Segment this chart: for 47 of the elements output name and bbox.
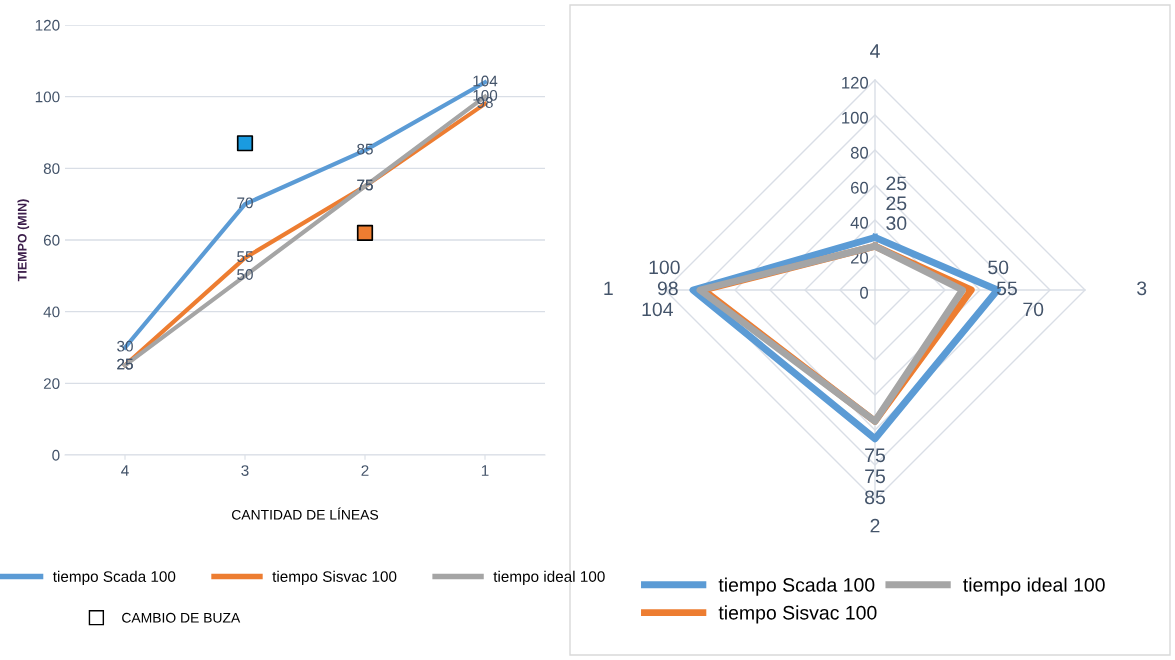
y-tick-label: 100 [842,111,869,124]
data-label: 104 [473,75,498,87]
data-label: 75 [357,179,373,191]
y-axis-title: TIEMPO (MIN) [17,199,30,282]
legend-label: tiempo Scada 100 [52,570,176,585]
data-label: 85 [865,490,885,505]
x-tick-label: 1 [481,465,489,476]
y-tick-label: 0 [52,449,60,461]
y-tick-label: 40 [850,216,869,229]
spoke-label: 2 [870,518,880,533]
legend-label: tiempo Scada 100 [718,577,875,596]
data-label: 25 [886,176,907,191]
y-tick-label: 80 [850,146,869,159]
spoke-label: 4 [870,44,880,58]
y-tick-label: 20 [43,378,60,390]
spoke-label: 3 [1137,281,1147,296]
data-label: 25 [886,196,907,211]
y-tick-label: 120 [35,19,60,31]
data-label: 75 [865,448,885,463]
legend-label: tiempo ideal 100 [493,570,605,585]
data-label: 50 [988,260,1009,275]
data-label: 104 [642,302,673,317]
x-tick-label: 2 [361,465,369,476]
data-label: 98 [657,281,678,296]
data-label: 25 [117,358,133,370]
legend-label: tiempo Sisvac 100 [272,570,397,585]
x-tick-label: 4 [121,465,129,476]
spoke-label: 1 [604,281,613,296]
y-tick-label: 60 [43,234,60,246]
data-label: 85 [357,143,373,155]
legend-label: tiempo ideal 100 [963,577,1105,596]
x-axis-title: CANTIDAD DE LÍNEAS [232,507,379,520]
legend-label: tiempo Sisvac 100 [718,605,877,624]
y-tick-label: 120 [842,76,869,89]
data-label: 55 [996,281,1017,296]
y-tick-label: 60 [851,181,869,194]
y-tick-label: 80 [43,163,60,175]
y-tick-label: 100 [35,91,60,103]
legend-label: CAMBIO DE BUZA [122,612,241,623]
data-label: 50 [237,269,253,280]
y-tick-label: 0 [860,286,869,299]
data-label: 75 [865,469,885,484]
x-tick-label: 3 [241,465,249,476]
data-label: 100 [649,260,680,275]
y-tick-label: 40 [43,306,60,318]
data-label: 30 [886,216,907,231]
data-label: 70 [1023,302,1044,317]
